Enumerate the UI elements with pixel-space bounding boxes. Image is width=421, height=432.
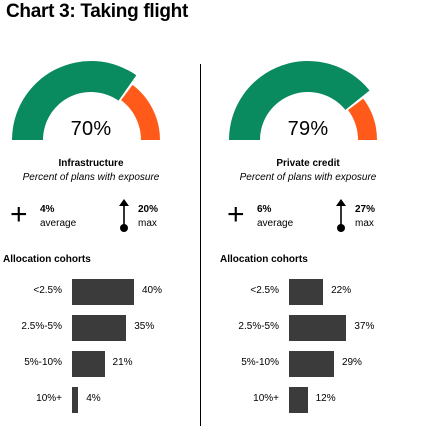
- private-credit-gauge: [229, 61, 377, 140]
- bar-row: 5%-10% 21%: [0, 348, 200, 378]
- bar-row: 10%+ 4%: [0, 384, 200, 414]
- gauge-exposure-arc: [12, 61, 137, 141]
- average-label: average: [40, 218, 77, 229]
- average-value: 4%: [40, 204, 55, 215]
- bar-category-label: 5%-10%: [241, 357, 279, 368]
- private-credit-cohort-bars: <2.5% 22% 2.5%-5% 37% 5%-10% 29% 10%+ 12%: [217, 276, 417, 426]
- cohort-title: Allocation cohorts: [220, 254, 308, 265]
- bar-category-label: 5%-10%: [24, 357, 62, 368]
- max-arrow-icon: [336, 199, 346, 232]
- bar-row: <2.5% 22%: [217, 276, 417, 306]
- gauge-exposure-arc: [229, 61, 370, 140]
- average-label: average: [257, 218, 294, 229]
- bar-row: 2.5%-5% 35%: [0, 312, 200, 342]
- bar: [289, 387, 308, 413]
- bar: [289, 351, 334, 377]
- bar: [72, 315, 127, 341]
- bar-row: 2.5%-5% 37%: [217, 312, 417, 342]
- infrastructure-subtitle: Infrastructure: [58, 158, 124, 169]
- max-value: 20%: [138, 204, 159, 215]
- bar-value-label: 37%: [354, 321, 375, 332]
- average-value: 6%: [257, 204, 272, 215]
- bar-category-label: 10%+: [36, 393, 62, 404]
- max-label: max: [138, 218, 157, 229]
- max-label: max: [355, 218, 374, 229]
- bar: [289, 315, 347, 341]
- bar-value-label: 35%: [134, 321, 155, 332]
- bar: [289, 279, 324, 305]
- bar: [72, 387, 79, 413]
- bar-value-label: 21%: [112, 357, 133, 368]
- bar-row: 10%+ 12%: [217, 384, 417, 414]
- private-credit-caption: Percent of plans with exposure: [239, 172, 377, 183]
- private-credit-subtitle: Private credit: [276, 158, 340, 169]
- bar-value-label: 29%: [341, 357, 362, 368]
- bar-value-label: 22%: [331, 285, 352, 296]
- max-arrow-icon: [119, 199, 129, 232]
- infrastructure-gauge-value: 70%: [70, 118, 112, 140]
- gauge-remainder-arc: [121, 84, 160, 140]
- bar-category-label: <2.5%: [33, 285, 62, 296]
- infrastructure-caption: Percent of plans with exposure: [22, 172, 160, 183]
- max-value: 27%: [355, 204, 376, 215]
- cohort-title: Allocation cohorts: [3, 254, 91, 265]
- bar-category-label: 2.5%-5%: [21, 321, 62, 332]
- bar: [72, 351, 105, 377]
- plus-icon: +: [10, 198, 28, 231]
- bar-category-label: <2.5%: [250, 285, 279, 296]
- infrastructure-gauge: [12, 61, 160, 141]
- chart-title: Chart 3: Taking flight: [6, 1, 188, 22]
- bar-row: <2.5% 40%: [0, 276, 200, 306]
- panel-divider: [200, 64, 201, 426]
- private-credit-panel: 79% Private credit Percent of plans with…: [217, 0, 417, 432]
- gauge-remainder-arc: [348, 98, 377, 140]
- plus-icon: +: [227, 198, 245, 231]
- bar-value-label: 12%: [315, 393, 336, 404]
- bar-value-label: 4%: [86, 393, 101, 404]
- infrastructure-panel: 70% Infrastructure Percent of plans with…: [0, 0, 200, 432]
- bar-category-label: 2.5%-5%: [238, 321, 279, 332]
- infrastructure-cohort-bars: <2.5% 40% 2.5%-5% 35% 5%-10% 21% 10%+ 4%: [0, 276, 200, 426]
- bar-value-label: 40%: [142, 285, 163, 296]
- bar-row: 5%-10% 29%: [217, 348, 417, 378]
- private-credit-gauge-value: 79%: [287, 118, 329, 140]
- bar: [72, 279, 134, 305]
- bar-category-label: 10%+: [253, 393, 279, 404]
